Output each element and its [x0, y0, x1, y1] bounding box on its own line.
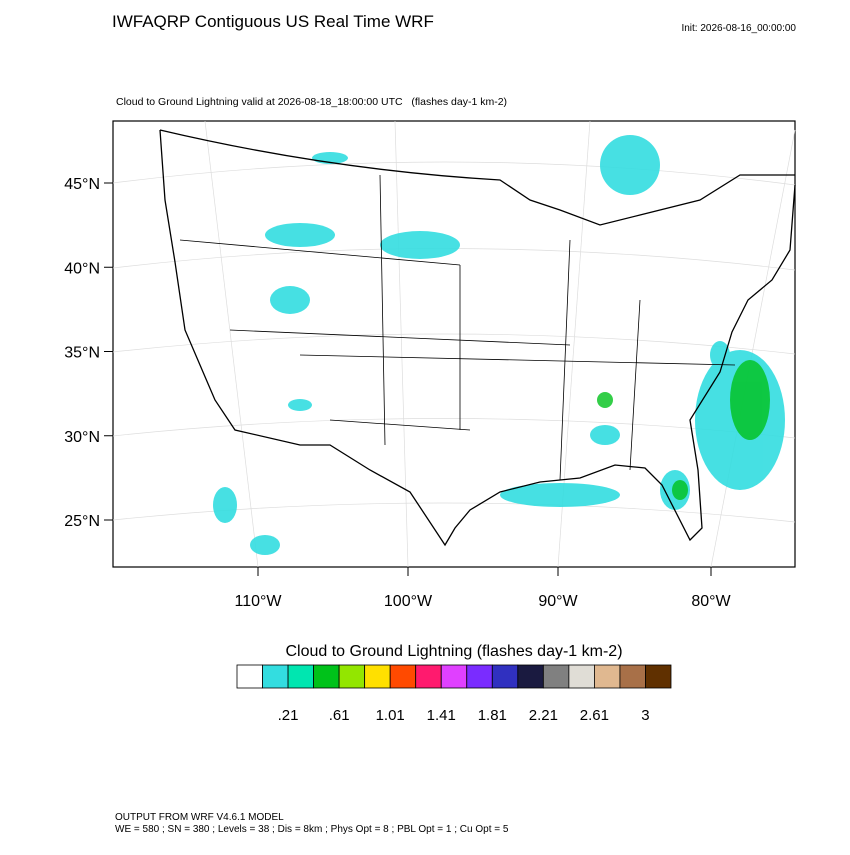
colorbar-swatch: [389, 664, 417, 689]
colorbar-label: 2.61: [580, 707, 609, 724]
colorbar-swatch: [338, 664, 366, 689]
map: [112, 120, 796, 568]
colorbar-title: Cloud to Ground Lightning (flashes day-1…: [285, 643, 622, 660]
colorbar-swatch: [619, 664, 646, 689]
map-subtitle: Cloud to Ground Lightning valid at 2026-…: [116, 96, 507, 108]
init-time: Init: 2026-08-16_00:00:00: [681, 23, 796, 34]
lat-label: 35°N: [64, 345, 100, 362]
colorbar-swatch: [440, 664, 468, 689]
colorbar-label: 3: [641, 707, 649, 724]
lon-label: 110°W: [234, 593, 282, 610]
title: IWFAQRP Contiguous US Real Time WRF: [112, 12, 434, 31]
footer-line: OUTPUT FROM WRF V4.6.1 MODEL: [115, 812, 284, 823]
colorbar-label: 2.21: [529, 707, 558, 724]
colorbar-label: .61: [329, 707, 350, 724]
colorbar-label: 1.01: [376, 707, 405, 724]
footer-line: WE = 580 ; SN = 380 ; Levels = 38 ; Dis …: [115, 824, 509, 835]
colorbar: .21 .61 1.01 1.41 1.81 2.21 2.61 3: [236, 664, 672, 724]
colorbar-swatch: [313, 664, 340, 689]
colorbar-swatch: [236, 664, 263, 689]
colorbar-swatch: [542, 664, 570, 689]
colorbar-label: 1.41: [427, 707, 456, 724]
colorbar-swatch: [568, 664, 595, 689]
colorbar-swatch: [287, 664, 314, 689]
lon-label: 80°W: [691, 593, 731, 610]
colorbar-swatch: [415, 664, 442, 689]
colorbar-label: .21: [278, 707, 299, 724]
colorbar-swatch: [364, 664, 391, 689]
colorbar-swatch: [466, 664, 493, 689]
lat-label: 45°N: [64, 176, 100, 193]
lat-labels: 45°N 40°N 35°N 30°N 25°N: [64, 176, 113, 530]
lon-label: 90°W: [538, 593, 578, 610]
colorbar-swatch: [262, 664, 289, 689]
lat-label: 25°N: [64, 513, 100, 530]
colorbar-swatch: [517, 664, 544, 689]
colorbar-swatch: [491, 664, 519, 689]
lat-label: 40°N: [64, 260, 100, 277]
lat-label: 30°N: [64, 429, 100, 446]
lon-labels: 110°W 100°W 90°W 80°W: [234, 567, 732, 610]
colorbar-swatch: [645, 664, 672, 689]
lon-label: 100°W: [384, 593, 433, 610]
colorbar-swatch: [594, 664, 621, 689]
colorbar-label: 1.81: [478, 707, 507, 724]
